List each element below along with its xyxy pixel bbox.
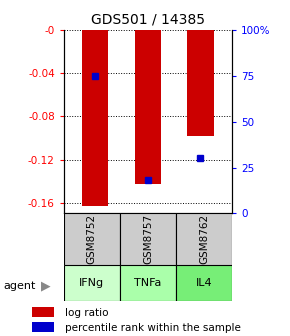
FancyBboxPatch shape <box>64 265 120 301</box>
Text: GSM8762: GSM8762 <box>199 214 209 264</box>
Bar <box>187 30 214 136</box>
Text: TNFa: TNFa <box>134 278 162 288</box>
FancyBboxPatch shape <box>64 213 120 265</box>
Bar <box>32 322 54 332</box>
Text: agent: agent <box>3 281 35 291</box>
Bar <box>135 30 161 184</box>
Title: GDS501 / 14385: GDS501 / 14385 <box>91 12 205 26</box>
Text: GSM8757: GSM8757 <box>143 214 153 264</box>
Text: GSM8752: GSM8752 <box>87 214 97 264</box>
Text: log ratio: log ratio <box>65 307 108 318</box>
Bar <box>32 307 54 317</box>
FancyBboxPatch shape <box>120 213 176 265</box>
Text: IFNg: IFNg <box>79 278 104 288</box>
Bar <box>82 30 108 206</box>
FancyBboxPatch shape <box>176 213 232 265</box>
Text: ▶: ▶ <box>41 280 51 293</box>
FancyBboxPatch shape <box>176 265 232 301</box>
Text: IL4: IL4 <box>196 278 212 288</box>
FancyBboxPatch shape <box>120 265 176 301</box>
Text: percentile rank within the sample: percentile rank within the sample <box>65 323 241 333</box>
